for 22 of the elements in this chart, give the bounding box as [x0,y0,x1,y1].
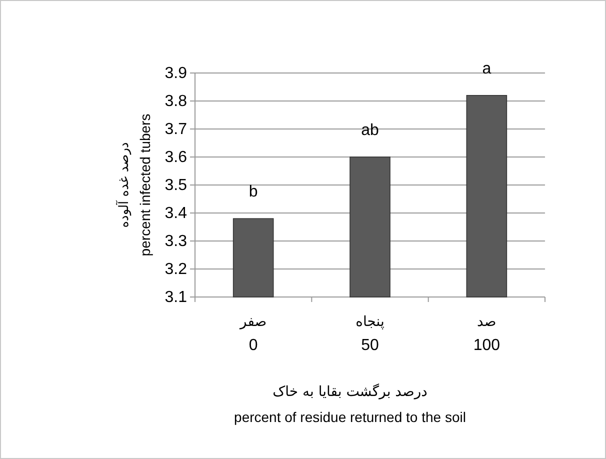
y-tick-label: 3.1 [164,289,188,306]
y-tick-label: 3.4 [164,205,188,222]
y-tick-label: 3.6 [164,149,188,166]
y-axis-title: percent infected tubers [137,114,153,256]
text: پنجاه [356,314,384,330]
x-tick-label: 0 [248,337,258,354]
text: صد [477,314,496,330]
text: درصد غده آلوده [115,142,132,228]
annotation: ab [361,122,379,139]
y-tick-label: 3.9 [164,65,188,82]
y-tick-label: 3.7 [164,121,188,138]
y-tick-label: 3.3 [164,233,188,250]
y-tick-label: 3.8 [164,93,188,110]
x-tick-label: 50 [361,337,379,354]
annotation: b [248,184,258,201]
x-axis-title: percent of residue returned to the soil [234,409,466,425]
text: درصد برگشت بقایا به خاک [272,383,428,400]
text: صفر [238,314,267,330]
y-tick-label: 3.5 [164,177,188,194]
x-tick-label: 100 [473,337,500,354]
annotation: a [482,60,492,78]
y-tick-label: 3.2 [164,261,188,278]
